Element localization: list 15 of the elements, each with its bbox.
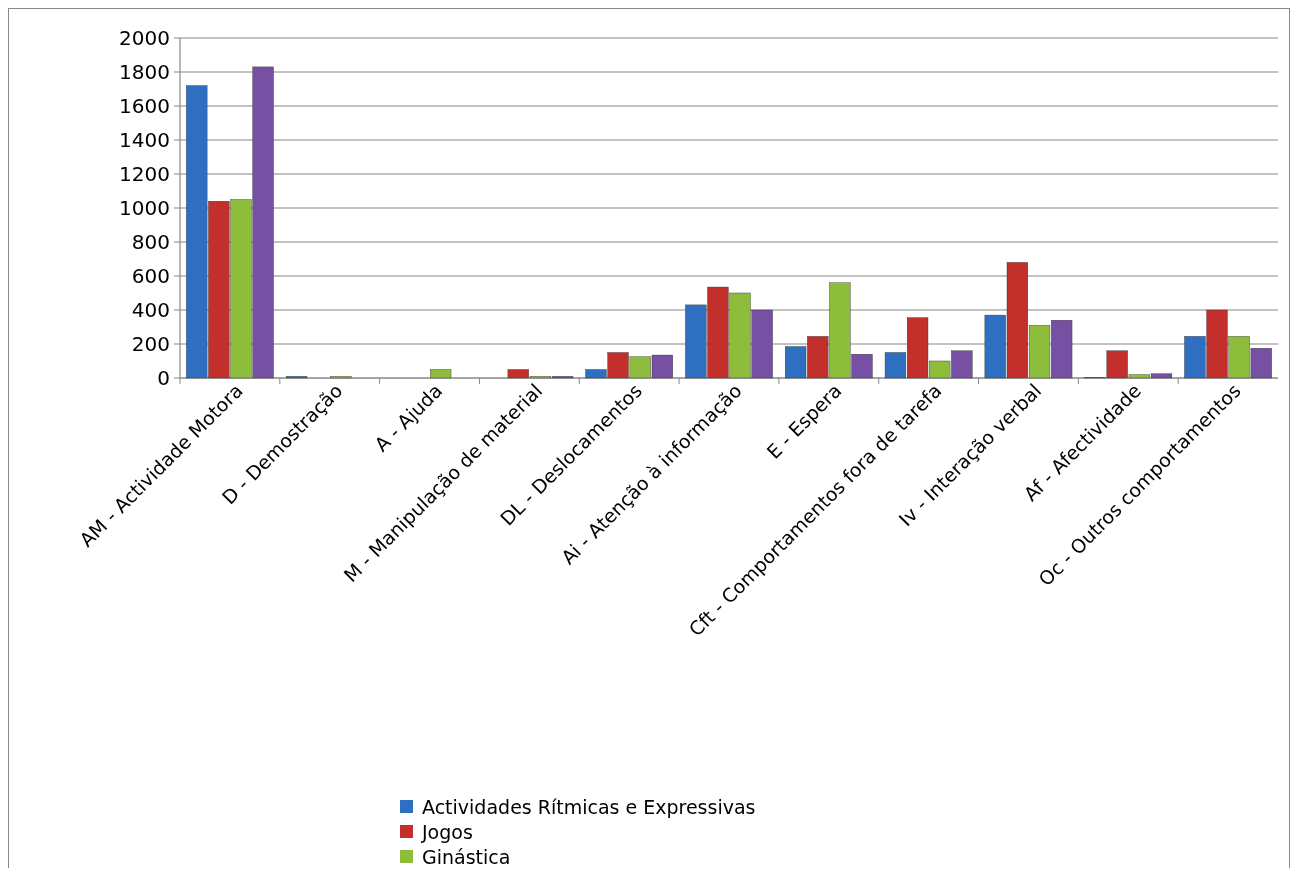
legend-label: Jogos (421, 820, 473, 843)
y-tick-label: 1000 (119, 196, 170, 220)
y-tick-label: 800 (131, 230, 170, 254)
y-tick-label: 1200 (119, 162, 170, 186)
y-tick-label: 0 (157, 366, 170, 390)
legend-label: Ginástica (422, 845, 511, 868)
y-tick-label: 400 (131, 298, 170, 322)
y-tick-label: 1400 (119, 128, 170, 152)
y-tick-label: 1800 (119, 60, 170, 84)
legend-label: Actividades Rítmicas e Expressivas (422, 795, 756, 818)
y-tick-label: 2000 (119, 26, 170, 50)
bar (430, 369, 452, 379)
y-tick-label: 1600 (119, 94, 170, 118)
y-tick-label: 200 (131, 332, 170, 356)
y-tick-label: 600 (131, 264, 170, 288)
